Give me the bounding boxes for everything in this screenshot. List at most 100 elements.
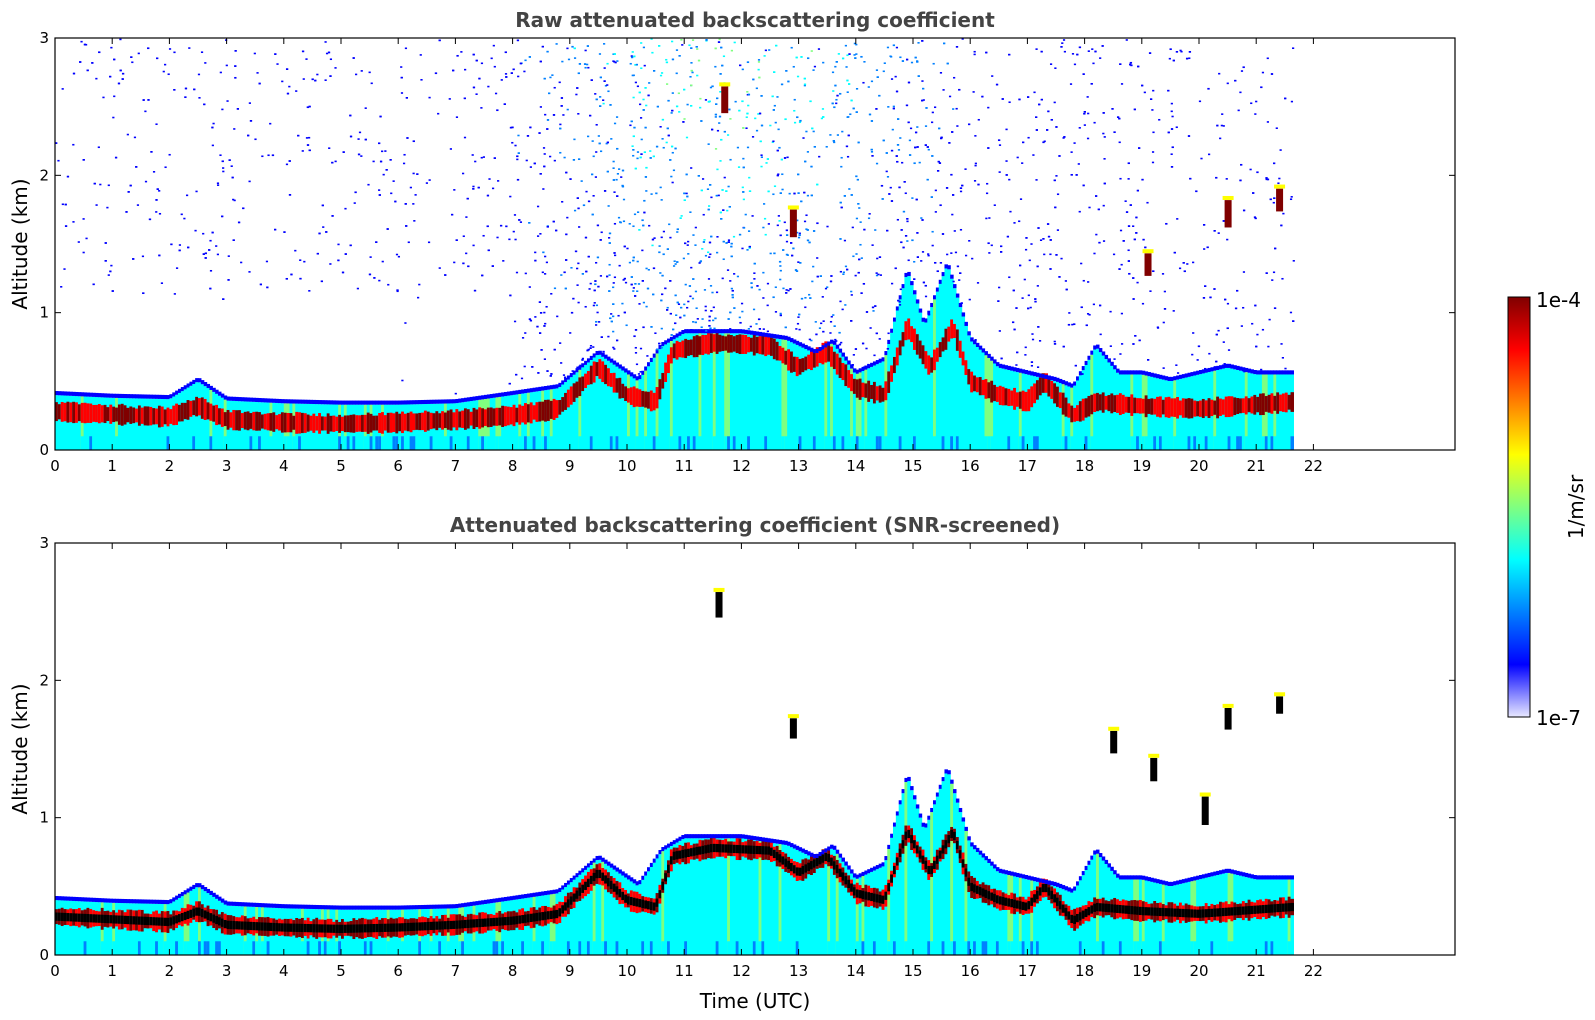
noise-speck (656, 348, 659, 351)
surface-band (215, 941, 219, 955)
layer-band (887, 371, 891, 393)
noise-speck (686, 244, 689, 246)
noise-speck (785, 229, 789, 232)
noise-speck (614, 254, 617, 257)
layer-band (341, 416, 345, 431)
surface-band (518, 436, 522, 450)
noise-speck (232, 198, 235, 201)
noise-speck (985, 217, 988, 220)
aerosol-column (692, 333, 697, 450)
noise-speck (822, 61, 825, 64)
noise-speck (953, 76, 956, 79)
noise-speck (705, 39, 708, 41)
noise-speck (859, 243, 862, 246)
noise-speck (660, 293, 664, 296)
noise-speck (964, 254, 968, 257)
noise-speck (553, 159, 556, 162)
layer-band (549, 400, 554, 419)
noise-speck (606, 141, 609, 144)
layer-top-edge (89, 392, 93, 397)
noise-speck (158, 212, 162, 215)
noise-speck (329, 75, 332, 77)
layer-top-edge (172, 897, 176, 902)
noise-speck (318, 232, 321, 235)
layer-top-edge (266, 903, 271, 908)
noise-speck (409, 186, 412, 189)
noise-speck (671, 58, 675, 61)
surface-band (661, 436, 665, 450)
layer-top-edge (386, 400, 391, 405)
surface-band (240, 436, 245, 450)
noise-speck (558, 81, 561, 84)
noise-speck (1152, 131, 1155, 134)
noise-speck (746, 249, 749, 251)
noise-speck (910, 61, 914, 64)
noise-speck (760, 156, 763, 159)
noise-speck (496, 109, 499, 112)
layer-top-edge (235, 396, 239, 402)
noise-speck (690, 266, 693, 269)
aerosol-column (192, 889, 196, 955)
noise-speck (610, 313, 613, 315)
surface-band (621, 436, 625, 450)
noise-speck (1273, 307, 1277, 310)
noise-speck (1119, 63, 1122, 65)
layer-band (915, 334, 920, 355)
noise-speck (746, 91, 749, 93)
noise-speck (816, 257, 819, 259)
noise-speck (396, 289, 399, 292)
aerosol-column (724, 333, 728, 450)
layer-top-edge (1204, 368, 1209, 373)
x-tick-label: 14 (846, 457, 865, 475)
noise-speck (629, 124, 632, 127)
noise-speck (612, 303, 615, 305)
noise-speck (862, 81, 865, 84)
noise-speck (830, 315, 833, 318)
surface-band (312, 436, 316, 450)
layer-band (1027, 389, 1031, 412)
layer-top-edge (1241, 367, 1246, 372)
noise-speck (572, 159, 576, 161)
noise-speck (665, 58, 668, 61)
layer-top-edge (652, 353, 657, 358)
noise-speck (1176, 218, 1179, 220)
noise-speck (1151, 161, 1155, 164)
layer-top-edge (220, 393, 225, 398)
layer-band (226, 409, 231, 430)
layer-top-edge (1096, 344, 1100, 349)
noise-speck (776, 96, 779, 98)
layer-band (292, 415, 296, 430)
layer-top-edge (830, 339, 834, 344)
noise-speck (784, 326, 787, 329)
noise-speck (846, 268, 849, 271)
noise-speck (144, 180, 148, 183)
surface-band (472, 436, 477, 450)
aerosol-column (935, 291, 940, 450)
noise-speck (713, 327, 716, 330)
layer-band (77, 404, 82, 422)
surface-band (1190, 436, 1194, 450)
noise-speck (613, 60, 616, 63)
layer-band (478, 407, 482, 429)
noise-speck (634, 81, 637, 84)
aerosol-column (895, 310, 900, 450)
noise-speck (572, 297, 575, 300)
noise-speck (1148, 52, 1152, 54)
layer-top-edge (549, 385, 554, 390)
aerosol-column (115, 397, 119, 450)
noise-speck (352, 57, 355, 59)
layer-band (1064, 397, 1069, 417)
layer-band (950, 319, 954, 339)
aerosol-column (852, 372, 857, 450)
noise-speck (798, 121, 802, 124)
noise-speck (714, 116, 717, 118)
surface-band (1276, 436, 1280, 450)
layer-band (852, 378, 857, 394)
noise-speck (448, 98, 451, 100)
noise-speck (632, 74, 635, 77)
noise-speck (593, 302, 596, 304)
noise-speck (187, 246, 190, 249)
layer-top-edge (495, 393, 499, 398)
surface-band (844, 436, 848, 450)
layer-top-edge (1121, 370, 1126, 375)
